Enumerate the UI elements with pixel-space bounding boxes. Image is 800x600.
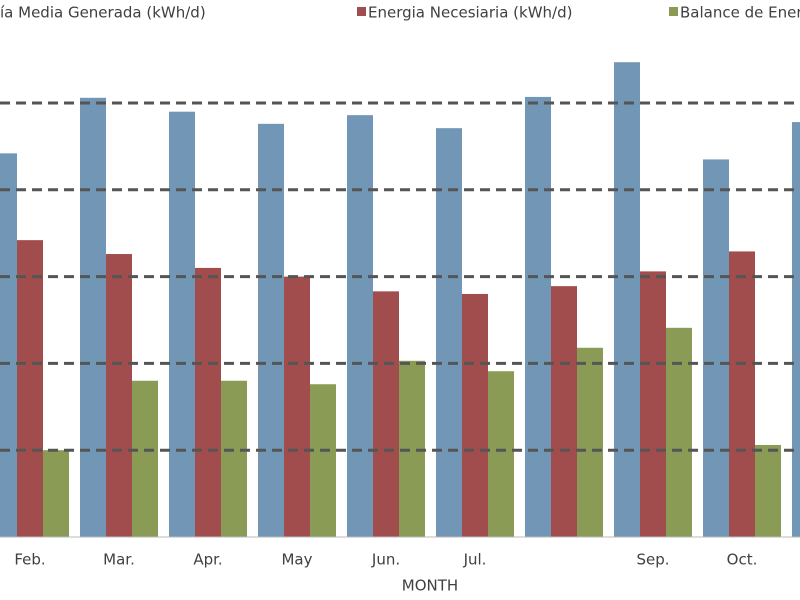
bar — [703, 159, 729, 538]
x-tick-label: Jul. — [463, 551, 487, 569]
bar — [373, 291, 399, 537]
legend-label: Energia Necesiaria (kWh/d) — [368, 4, 572, 22]
bar — [614, 62, 640, 537]
bar — [347, 115, 373, 537]
bar — [17, 240, 43, 538]
bar — [755, 444, 781, 537]
bar — [577, 347, 603, 537]
bar — [729, 251, 755, 538]
bar — [195, 267, 221, 537]
bar — [525, 96, 551, 537]
legend-swatch — [357, 7, 366, 16]
bar — [462, 293, 488, 537]
bar — [640, 271, 666, 537]
bar — [43, 450, 69, 537]
x-tick-label: Oct. — [727, 551, 758, 569]
bar — [666, 327, 692, 537]
legend-label: Balance de Energ — [680, 4, 800, 22]
x-tick-label: Sep. — [636, 551, 669, 569]
bar — [0, 153, 17, 537]
bar — [132, 380, 158, 537]
bar — [284, 276, 310, 537]
x-axis-title: MONTH — [402, 577, 458, 595]
bar — [258, 123, 284, 537]
x-tick-label: Feb. — [14, 551, 45, 569]
bar — [106, 254, 132, 538]
bar — [221, 380, 247, 537]
x-tick-label: Jun. — [371, 551, 400, 569]
bar — [488, 371, 514, 537]
bar — [436, 128, 462, 537]
bar — [792, 122, 800, 537]
x-tick-label: May — [281, 551, 312, 569]
bar — [310, 384, 336, 537]
legend-swatch — [669, 7, 678, 16]
x-tick-label: Mar. — [103, 551, 135, 569]
bar — [169, 111, 195, 538]
x-tick-label: Apr. — [193, 551, 222, 569]
legend-label: ía Media Generada (kWh/d) — [0, 4, 206, 22]
bar — [551, 286, 577, 537]
bar — [80, 97, 106, 538]
